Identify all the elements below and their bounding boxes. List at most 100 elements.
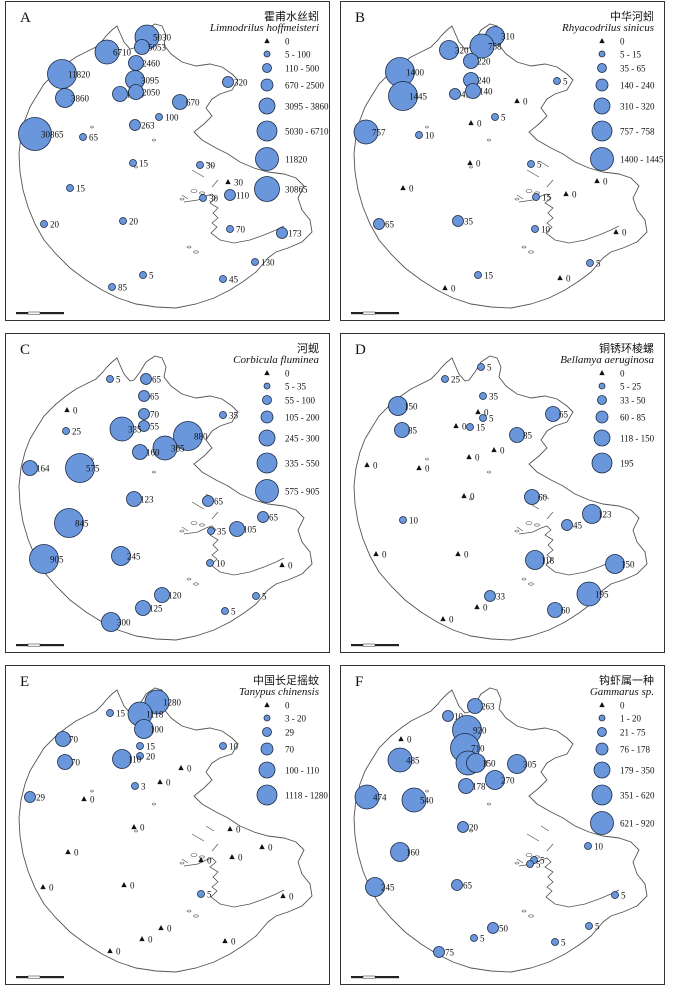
point-value-label: 245 — [381, 883, 395, 893]
density-marker — [199, 194, 207, 202]
zero-marker — [563, 191, 569, 197]
legend-circle — [255, 147, 279, 171]
point-value-label: 20 — [50, 220, 60, 230]
point-value-label: 0 — [484, 408, 489, 418]
point-value-label: 0 — [187, 764, 192, 774]
point-value-label: 0 — [130, 881, 135, 891]
density-marker — [140, 373, 152, 385]
point-value-label: 0 — [207, 856, 212, 866]
shore-fragment — [546, 179, 554, 188]
point-value-label: 0 — [148, 935, 153, 945]
density-marker — [611, 891, 619, 899]
point-value-label: 0 — [90, 795, 95, 805]
scale-segment — [27, 975, 41, 979]
legend-item-label: 310 - 320 — [620, 102, 655, 112]
point-value-label: 195 — [595, 590, 609, 600]
point-value-label: 6710 — [113, 48, 132, 58]
density-marker — [129, 119, 141, 131]
scale-segment — [375, 312, 399, 315]
point-value-label: 320 — [234, 78, 248, 88]
zero-marker — [594, 178, 600, 184]
point-value-label: 710 — [471, 744, 485, 754]
zero-marker — [474, 604, 480, 610]
zero-marker — [178, 765, 184, 771]
scale-bar — [351, 975, 399, 979]
zero-marker — [259, 844, 265, 850]
density-marker — [470, 934, 478, 942]
point-value-label: 160 — [146, 448, 160, 458]
point-value-label: 10 — [229, 742, 239, 752]
scale-segment — [27, 311, 41, 315]
density-marker — [207, 527, 215, 535]
sampling-points: 2631092007104856201503052701784745402010… — [354, 698, 626, 958]
density-marker — [524, 489, 540, 505]
density-marker — [202, 495, 214, 507]
point-value-label: 45 — [229, 275, 239, 285]
legend-item-label: 33 - 50 — [620, 396, 646, 406]
density-marker — [585, 922, 593, 930]
density-marker — [532, 193, 540, 201]
legend-item-label: 5 - 100 — [285, 50, 311, 60]
lake-outline — [353, 355, 648, 641]
legend-circle — [258, 761, 276, 779]
point-value-label: 5 — [480, 934, 485, 944]
zero-marker — [467, 160, 473, 166]
legend: 0 1 - 20 21 - 75 76 - 178 179 - 350 351 - 620… — [590, 701, 655, 835]
zero-marker — [280, 893, 286, 899]
legend-item-label: 335 - 550 — [285, 459, 320, 469]
scale-segment — [27, 643, 41, 647]
density-marker — [465, 83, 481, 99]
point-value-label: 5 — [595, 922, 600, 932]
point-value-label: 25 — [72, 427, 82, 437]
point-value-label: 35 — [217, 527, 227, 537]
density-marker — [365, 877, 385, 897]
point-value-label: 5 — [563, 77, 568, 87]
legend-item-label: 0 — [285, 37, 290, 47]
point-value-label: 60 — [538, 493, 548, 503]
scale-segment — [16, 644, 28, 647]
point-value-label: 45 — [461, 90, 471, 100]
island — [521, 577, 527, 581]
zero-marker — [279, 562, 285, 568]
island — [487, 802, 491, 806]
point-value-label: 65 — [269, 513, 279, 523]
point-value-label: 845 — [75, 519, 89, 529]
density-marker — [252, 592, 260, 600]
shore-fragment — [181, 858, 189, 864]
island — [469, 497, 473, 501]
point-value-label: 263 — [481, 702, 495, 712]
island — [190, 189, 198, 193]
point-value-label: 320 — [455, 46, 469, 56]
legend-circle — [590, 147, 614, 171]
density-marker — [108, 283, 116, 291]
island — [521, 909, 527, 913]
point-value-label: 5053 — [148, 43, 167, 53]
scale-segment — [40, 644, 64, 647]
point-value-label: 45 — [573, 521, 583, 531]
density-marker — [106, 709, 114, 717]
density-marker — [136, 752, 144, 760]
legend-item-label: 3 - 20 — [285, 714, 306, 724]
density-marker — [24, 791, 36, 803]
legend-circle — [256, 120, 278, 142]
point-value-label: 118 — [541, 556, 555, 566]
shore-fragment — [181, 526, 189, 532]
island — [152, 802, 156, 806]
point-value-label: 110 — [128, 755, 142, 765]
legend-item-label: 5 - 25 — [620, 382, 641, 392]
scale-segment — [362, 975, 376, 979]
panel-letter: D — [355, 342, 366, 358]
map-panel-d: 5 25 35 0 5 15 65 150 85 0 85 0 0 0 0 0 60 123 45 10 118 0 0 15… — [340, 333, 665, 653]
density-marker — [551, 938, 559, 946]
zero-marker — [107, 948, 113, 954]
point-value-label: 1118 — [146, 710, 164, 720]
legend-zero-symbol — [599, 370, 605, 376]
density-marker — [276, 227, 288, 239]
zero-marker — [475, 409, 481, 415]
density-marker — [111, 546, 131, 566]
island — [199, 523, 205, 527]
species-chinese-name: 钩虾属一种 — [599, 675, 654, 687]
density-marker — [173, 421, 203, 451]
legend-circle — [597, 63, 607, 73]
panel-letter: E — [20, 674, 30, 690]
